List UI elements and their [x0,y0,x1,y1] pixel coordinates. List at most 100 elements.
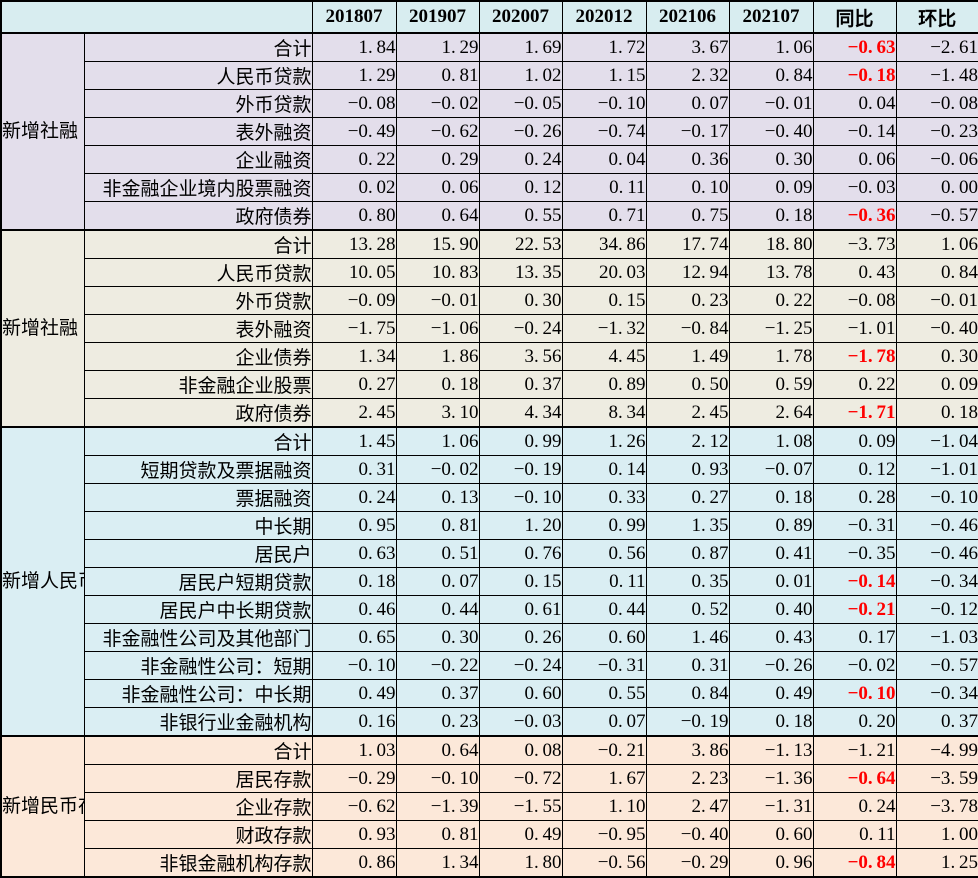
data-cell: 0. 89 [728,511,814,540]
data-cell: 2. 12 [645,426,730,456]
data-cell: 0. 27 [311,370,397,399]
data-cell: 0. 84 [728,61,814,90]
data-cell: 1. 34 [395,848,480,878]
data-cell: 3. 67 [645,32,730,62]
data-cell: 15. 90 [395,229,480,259]
table-row: 表外融资 −1. 75 −1. 06 −0. 24 −1. 32 −0. 84 −1. 25… [1,314,978,343]
row-label: 合计 [83,32,313,62]
data-cell: 0. 09 [812,426,897,456]
table-row: 政府债券 0. 80 0. 64 0. 55 0. 71 0. 75 0. 18 −0. 36… [1,201,978,231]
data-cell: 0. 26 [478,623,563,652]
data-cell: −1. 75 [311,314,397,343]
corner-cell [0,0,313,34]
data-cell: 10. 83 [395,258,480,287]
data-cell: −3. 78 [895,792,978,821]
data-cell: −0. 07 [728,455,814,484]
data-cell: 1. 06 [728,32,814,62]
data-cell: 0. 80 [311,201,397,231]
data-cell: −0. 95 [561,820,647,849]
group-label: 新增社融（累计值，万亿元） [0,229,85,428]
data-cell: −0. 01 [895,286,978,315]
header-row: 201807 201907 202007 202012 202106 202107 同比 环比 [0,0,978,34]
data-cell: 13. 28 [311,229,397,259]
row-label: 企业债券 [83,342,313,371]
data-cell: −0. 31 [561,651,647,680]
data-cell: −0. 12 [895,595,978,624]
data-cell: 0. 13 [395,483,480,512]
data-cell: 0. 06 [812,145,897,174]
data-cell: −0. 46 [895,539,978,568]
data-cell: 0. 40 [728,595,814,624]
table-row: 人民币贷款 10. 05 10. 83 13. 35 20. 03 12. 94 13. 7… [1,258,978,287]
table-row: 新增民币存款（当月值，万亿元）合计1. 030. 640. 08−0. 213.… [0,735,978,878]
data-cell: −0. 63 [812,32,897,62]
data-cell: 0. 17 [812,623,897,652]
data-cell: 0. 04 [812,89,897,118]
row-label: 票据融资 [83,483,313,512]
data-cell: 0. 11 [561,567,647,596]
data-cell: −1. 06 [395,314,480,343]
column-header-7: 同比 [812,0,897,34]
data-cell: −1. 78 [812,342,897,371]
row-label: 政府债券 [83,201,313,231]
data-cell: 0. 18 [728,483,814,512]
data-cell: −1. 36 [728,764,814,793]
data-cell: −1. 48 [895,61,978,90]
data-cell: 1. 46 [645,623,730,652]
data-cell: 0. 36 [645,145,730,174]
data-cell: 1. 15 [561,61,647,90]
data-cell: −1. 01 [895,455,978,484]
data-cell: 0. 56 [561,539,647,568]
row-label: 表外融资 [83,314,313,343]
table-row: 企业存款 −0. 62 −1. 39 −1. 55 1. 10 2. 47 −1. 31 0.… [1,792,978,821]
data-cell: 1. 29 [395,32,480,62]
data-cell: 1. 67 [561,764,647,793]
data-cell: 0. 18 [728,707,814,737]
data-cell: −0. 14 [812,117,897,146]
data-cell: 1. 72 [561,32,647,62]
data-cell: 0. 16 [311,707,397,737]
data-cell: 0. 28 [812,483,897,512]
data-cell: 0. 30 [478,286,563,315]
data-cell: 0. 51 [395,539,480,568]
data-cell: 0. 99 [478,426,563,456]
data-cell: −0. 09 [311,286,397,315]
table-row: 表外融资 −0. 49 −0. 62 −0. 26 −0. 74 −0. 17 −0. 40… [1,117,978,146]
data-cell: −0. 62 [311,792,397,821]
data-cell: −0. 02 [812,651,897,680]
data-cell: 0. 15 [478,567,563,596]
table-row: 居民存款 −0. 29 −0. 10 −0. 72 1. 67 2. 23 −1. 36 −0… [1,764,978,793]
data-cell: −0. 84 [645,314,730,343]
data-cell: −1. 03 [895,623,978,652]
data-cell: 17. 74 [645,229,730,259]
table-row: 非银行业金融机构 0. 16 0. 23 −0. 03 0. 07 −0. 19 0. 18… [1,707,978,737]
data-cell: −0. 49 [311,117,397,146]
data-cell: 0. 37 [395,679,480,708]
row-label: 财政存款 [83,820,313,849]
data-cell: 2. 23 [645,764,730,793]
data-cell: 0. 02 [311,173,397,202]
data-cell: −1. 25 [728,314,814,343]
row-label: 表外融资 [83,117,313,146]
data-cell: 0. 18 [728,201,814,231]
data-cell: −0. 31 [812,511,897,540]
data-cell: 0. 27 [645,483,730,512]
row-label: 非金融性公司：中长期 [83,679,313,708]
data-cell: 0. 15 [561,286,647,315]
data-cell: −0. 26 [728,651,814,680]
data-cell: 0. 43 [728,623,814,652]
data-cell: −0. 06 [895,145,978,174]
data-cell: 0. 24 [311,483,397,512]
data-cell: 1. 49 [645,342,730,371]
data-cell: 3. 56 [478,342,563,371]
data-cell: 13. 35 [478,258,563,287]
data-cell: 0. 55 [561,679,647,708]
data-cell: −0. 21 [812,595,897,624]
data-cell: 0. 44 [395,595,480,624]
row-label: 人民币贷款 [83,61,313,90]
data-cell: 0. 01 [728,567,814,596]
data-cell: 0. 23 [395,707,480,737]
data-cell: −3. 73 [812,229,897,259]
data-cell: 0. 31 [311,455,397,484]
data-cell: 0. 08 [478,735,563,765]
